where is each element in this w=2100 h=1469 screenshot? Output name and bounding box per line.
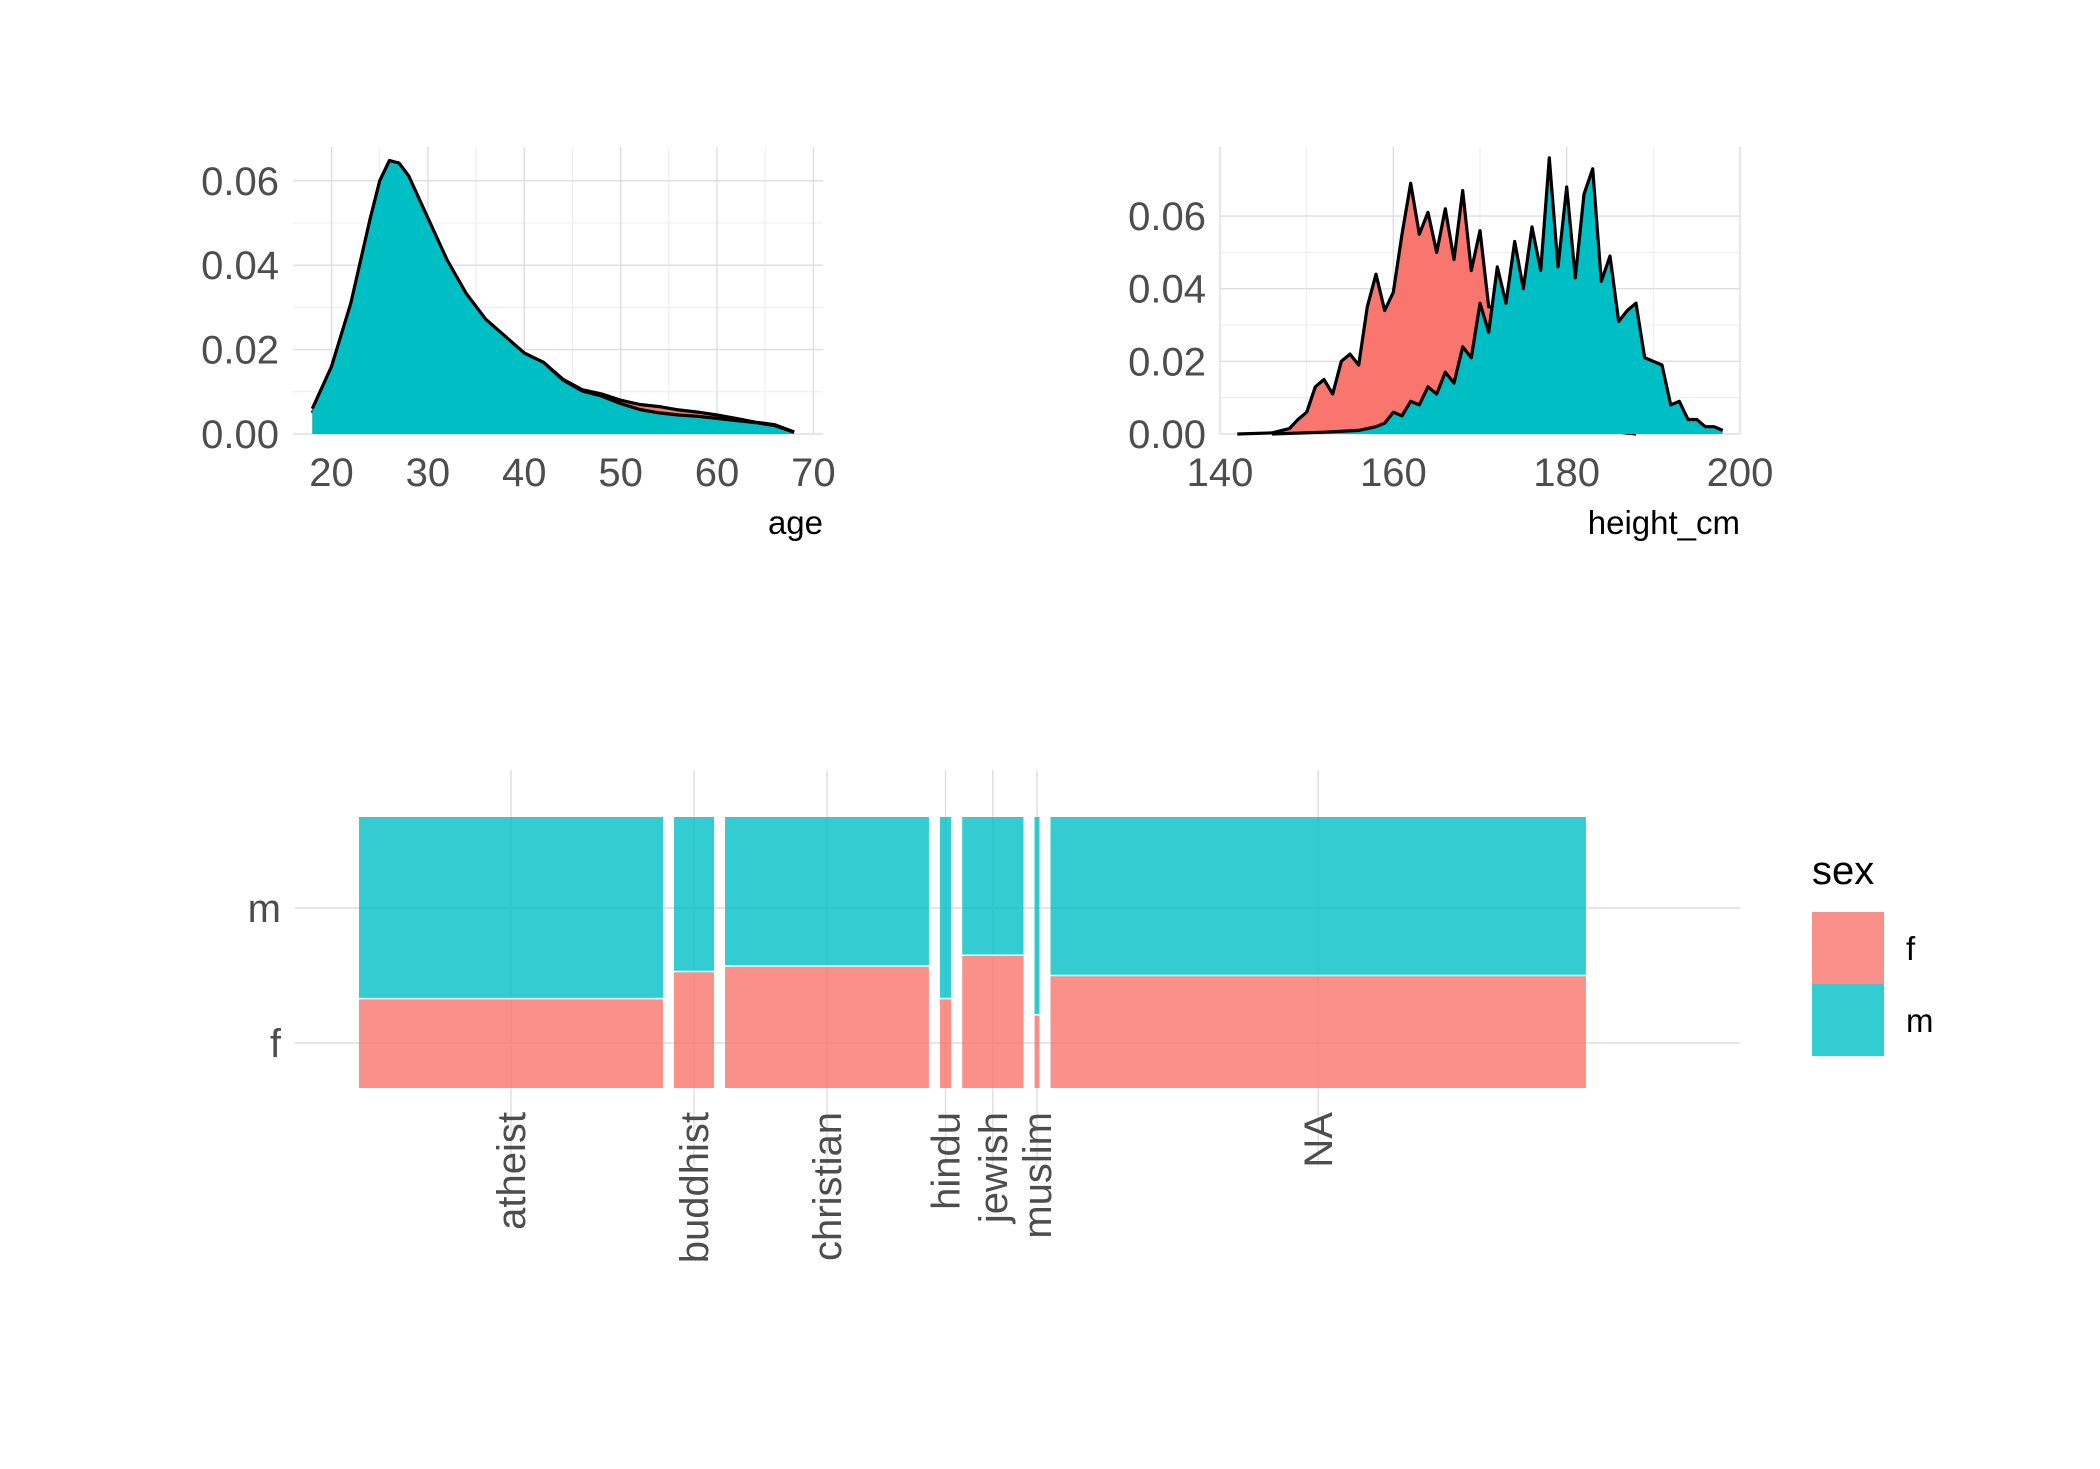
mosaic-tile-m-NA [1050, 817, 1586, 976]
legend-label-f: f [1906, 930, 1916, 967]
x-tick-label: 60 [695, 451, 740, 495]
mosaic-tile-m-muslim [1034, 817, 1040, 1015]
x-tick-label: 40 [502, 451, 547, 495]
x-tick-label: NA [1297, 1112, 1341, 1168]
density-area-f [1237, 183, 1636, 434]
density-line-m [1271, 156, 1724, 436]
x-tick-label: christian [806, 1112, 850, 1261]
mosaic-tile-f-buddhist [673, 971, 715, 1088]
mosaic-tile-f-muslim [1034, 1014, 1040, 1088]
x-tick-label: muslim [1016, 1112, 1060, 1239]
mosaic-tile-f-NA [1050, 975, 1586, 1088]
mosaic-tile-f-hindu [939, 998, 952, 1088]
x-tick-label: jewish [972, 1112, 1016, 1224]
y-tick-label: 0.00 [1128, 413, 1206, 457]
y-tick-label: m [248, 887, 281, 931]
mosaic-tile-m-jewish [962, 817, 1024, 956]
mosaic-tile-m-hindu [939, 817, 952, 999]
x-tick-label: 140 [1187, 451, 1254, 495]
mosaic-tile-m-christian [725, 817, 929, 967]
y-tick-label: 0.06 [201, 160, 279, 204]
mosaic-tile-m-buddhist [673, 817, 715, 972]
x-axis-title: age [768, 504, 823, 541]
x-tick-label: 180 [1533, 451, 1600, 495]
x-tick-label: atheist [490, 1112, 534, 1230]
y-tick-label: 0.04 [1128, 268, 1206, 312]
x-tick-label: 70 [791, 451, 836, 495]
y-tick-label: f [270, 1022, 282, 1066]
legend-label-m: m [1906, 1002, 1934, 1039]
height-density-panel: 140 160 180 200 0.00 0.02 0.04 0.06 height_cm [1128, 147, 1773, 541]
x-tick-label: buddhist [673, 1112, 717, 1263]
religion-sex-mosaic-panel: m f atheist buddhist christian hindu jewish mus… [248, 770, 1740, 1263]
legend-title: sex [1812, 849, 1874, 893]
mosaic-tile-f-atheist [359, 998, 663, 1088]
x-axis-title: height_cm [1588, 504, 1740, 541]
age-density-panel: 20 30 40 50 60 70 0.00 0.02 0.04 0.06 age [201, 147, 836, 541]
mosaic-tile-f-jewish [962, 955, 1024, 1088]
density-area-m [312, 160, 795, 434]
y-tick-label: 0.04 [201, 244, 279, 288]
y-tick-label: 0.02 [1128, 340, 1206, 384]
x-tick-label: 200 [1707, 451, 1774, 495]
legend-key-m [1812, 984, 1884, 1056]
legend-key-f [1812, 912, 1884, 984]
x-tick-label: 20 [309, 451, 354, 495]
y-tick-label: 0.02 [201, 329, 279, 373]
y-tick-label: 0.06 [1128, 195, 1206, 239]
x-tick-label: 50 [598, 451, 643, 495]
density-line-m [310, 158, 795, 434]
x-tick-label: 30 [406, 451, 451, 495]
x-tick-label: hindu [925, 1112, 969, 1210]
density-area-m [1272, 157, 1723, 434]
mosaic-tile-f-christian [725, 966, 929, 1088]
mosaic-tile-m-atheist [359, 817, 663, 999]
y-tick-label: 0.00 [201, 413, 279, 457]
x-tick-label: 160 [1360, 451, 1427, 495]
